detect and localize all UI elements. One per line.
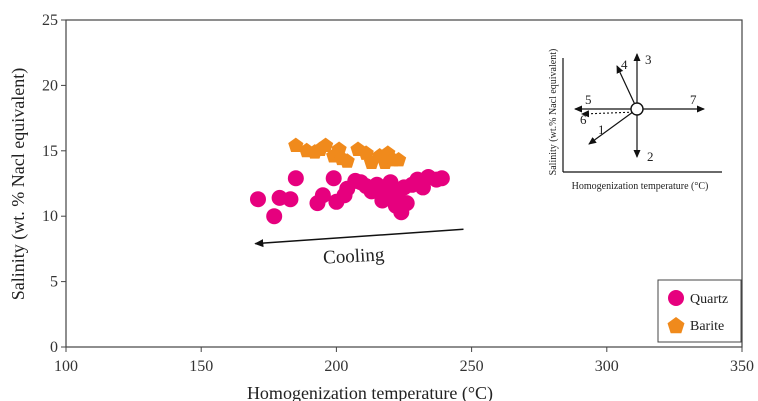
cooling-label: Cooling	[323, 244, 386, 268]
inset-label-2: 2	[647, 149, 654, 164]
y-tick-label: 5	[50, 274, 58, 291]
barite-point	[318, 137, 334, 152]
x-tick-label: 150	[189, 358, 213, 375]
inset-vector-6	[581, 110, 638, 118]
quartz-point	[287, 170, 304, 187]
quartz-point	[325, 170, 342, 187]
x-tick-label: 350	[730, 358, 754, 375]
inset-diagram: Homogenization temperature (°C) Salinity…	[548, 49, 722, 192]
x-axis-ticks: 100 150 200 250 300 350	[54, 347, 754, 375]
inset-label-5: 5	[585, 92, 592, 107]
inset-vector-4	[616, 65, 638, 110]
x-tick-label: 100	[54, 358, 78, 375]
legend-marker-quartz	[668, 290, 684, 306]
legend-label-quartz: Quartz	[690, 292, 728, 307]
quartz-point	[266, 208, 283, 225]
quartz-point	[314, 187, 331, 204]
barite-point	[339, 153, 355, 168]
inset-label-6: 6	[580, 112, 587, 127]
plot-frame	[65, 19, 743, 348]
inset-y-axis-title: Salinity (wt.% Nacl equivalent)	[548, 49, 559, 176]
y-tick-label: 10	[42, 208, 58, 225]
inset-label-1: 1	[598, 122, 605, 137]
inset-vector-1	[588, 108, 638, 145]
inset-label-7: 7	[690, 92, 697, 107]
x-tick-label: 300	[595, 358, 619, 375]
x-tick-label: 250	[460, 358, 484, 375]
quartz-series	[249, 168, 450, 225]
y-tick-label: 0	[50, 339, 58, 356]
quartz-point	[433, 170, 450, 187]
legend-label-barite: Barite	[690, 319, 724, 334]
barite-point	[391, 152, 407, 167]
inset-label-3: 3	[645, 52, 652, 67]
legend: Quartz Barite	[657, 279, 742, 343]
y-tick-label: 20	[42, 77, 58, 94]
inset-x-axis-title: Homogenization temperature (°C)	[572, 181, 709, 192]
barite-series	[288, 137, 407, 169]
legend-marker-barite	[667, 317, 685, 334]
x-tick-label: 200	[324, 358, 348, 375]
quartz-point	[282, 191, 299, 208]
x-axis-title: Homogenization temperature (°C)	[247, 383, 493, 401]
quartz-point	[249, 191, 266, 208]
inset-origin	[630, 102, 644, 116]
y-tick-label: 25	[42, 12, 58, 29]
y-axis-title: Salinity (wt. % Nacl equivalent)	[8, 68, 29, 300]
quartz-point	[398, 195, 415, 212]
inset-label-4: 4	[621, 57, 628, 72]
y-tick-label: 15	[42, 143, 58, 160]
y-axis-ticks: 0 5 10 15 20 25	[42, 12, 66, 356]
cooling-arrow	[254, 228, 464, 248]
